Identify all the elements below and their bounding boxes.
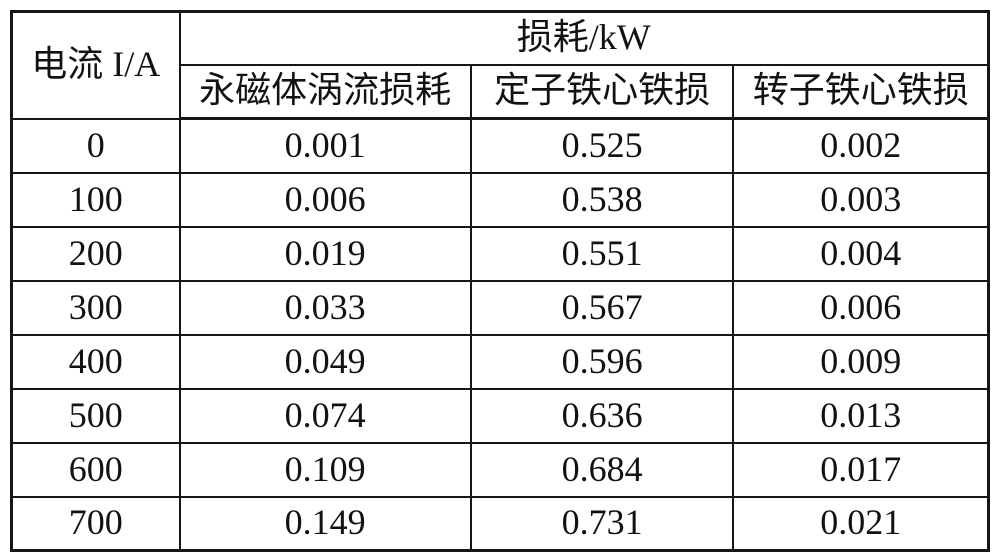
value-cell: 0.538 — [469, 171, 735, 228]
value-cell: 0.149 — [178, 495, 472, 552]
value-cell: 0.021 — [732, 495, 990, 552]
value-cell: 0.049 — [178, 333, 472, 390]
value-cell: 0.109 — [178, 441, 472, 498]
value-cell: 0.551 — [469, 225, 735, 282]
subheader-stator-core-loss: 定子铁心铁损 — [469, 63, 735, 120]
current-cell: 300 — [10, 279, 181, 336]
value-cell: 0.731 — [469, 495, 735, 552]
table-header-row-sub: 永磁体涡流损耗 定子铁心铁损 转子铁心铁损 — [12, 63, 990, 120]
current-cell: 100 — [10, 171, 181, 228]
current-cell: 400 — [10, 333, 181, 390]
table-row: 500 0.074 0.636 0.013 — [10, 387, 990, 444]
value-cell: 0.006 — [732, 279, 990, 336]
table-row: 200 0.019 0.551 0.004 — [10, 225, 990, 282]
table-row: 400 0.049 0.596 0.009 — [10, 333, 990, 390]
subheader-rotor-core-loss: 转子铁心铁损 — [732, 63, 990, 120]
value-cell: 0.033 — [178, 279, 472, 336]
value-cell: 0.009 — [732, 333, 990, 390]
current-cell: 200 — [10, 225, 181, 282]
loss-table: 电流 I/A 损耗/kW 永磁体涡流损耗 定子铁心铁损 转子铁心铁损 0 0.0… — [10, 10, 990, 552]
value-cell: 0.567 — [469, 279, 735, 336]
value-cell: 0.019 — [178, 225, 472, 282]
current-cell: 500 — [10, 387, 181, 444]
value-cell: 0.004 — [732, 225, 990, 282]
value-cell: 0.002 — [732, 117, 990, 174]
table-row: 300 0.033 0.567 0.006 — [10, 279, 990, 336]
value-cell: 0.636 — [469, 387, 735, 444]
current-cell: 700 — [10, 495, 181, 552]
table-row: 100 0.006 0.538 0.003 — [10, 171, 990, 228]
table-row: 0 0.001 0.525 0.002 — [10, 117, 990, 174]
loss-group-header-cell: 损耗/kW — [178, 10, 990, 66]
value-cell: 0.003 — [732, 171, 990, 228]
value-cell: 0.525 — [469, 117, 735, 174]
value-cell: 0.013 — [732, 387, 990, 444]
current-cell: 0 — [10, 117, 181, 174]
value-cell: 0.684 — [469, 441, 735, 498]
current-header-cell: 电流 I/A — [10, 10, 181, 120]
table-header-row-group: 电流 I/A 损耗/kW — [10, 10, 990, 120]
value-cell: 0.596 — [469, 333, 735, 390]
value-cell: 0.006 — [178, 171, 472, 228]
subheader-magnet-eddy-loss: 永磁体涡流损耗 — [178, 63, 472, 120]
value-cell: 0.001 — [178, 117, 472, 174]
value-cell: 0.074 — [178, 387, 472, 444]
value-cell: 0.017 — [732, 441, 990, 498]
current-cell: 600 — [10, 441, 181, 498]
table-row: 600 0.109 0.684 0.017 — [10, 441, 990, 498]
table-row: 700 0.149 0.731 0.021 — [10, 495, 990, 552]
